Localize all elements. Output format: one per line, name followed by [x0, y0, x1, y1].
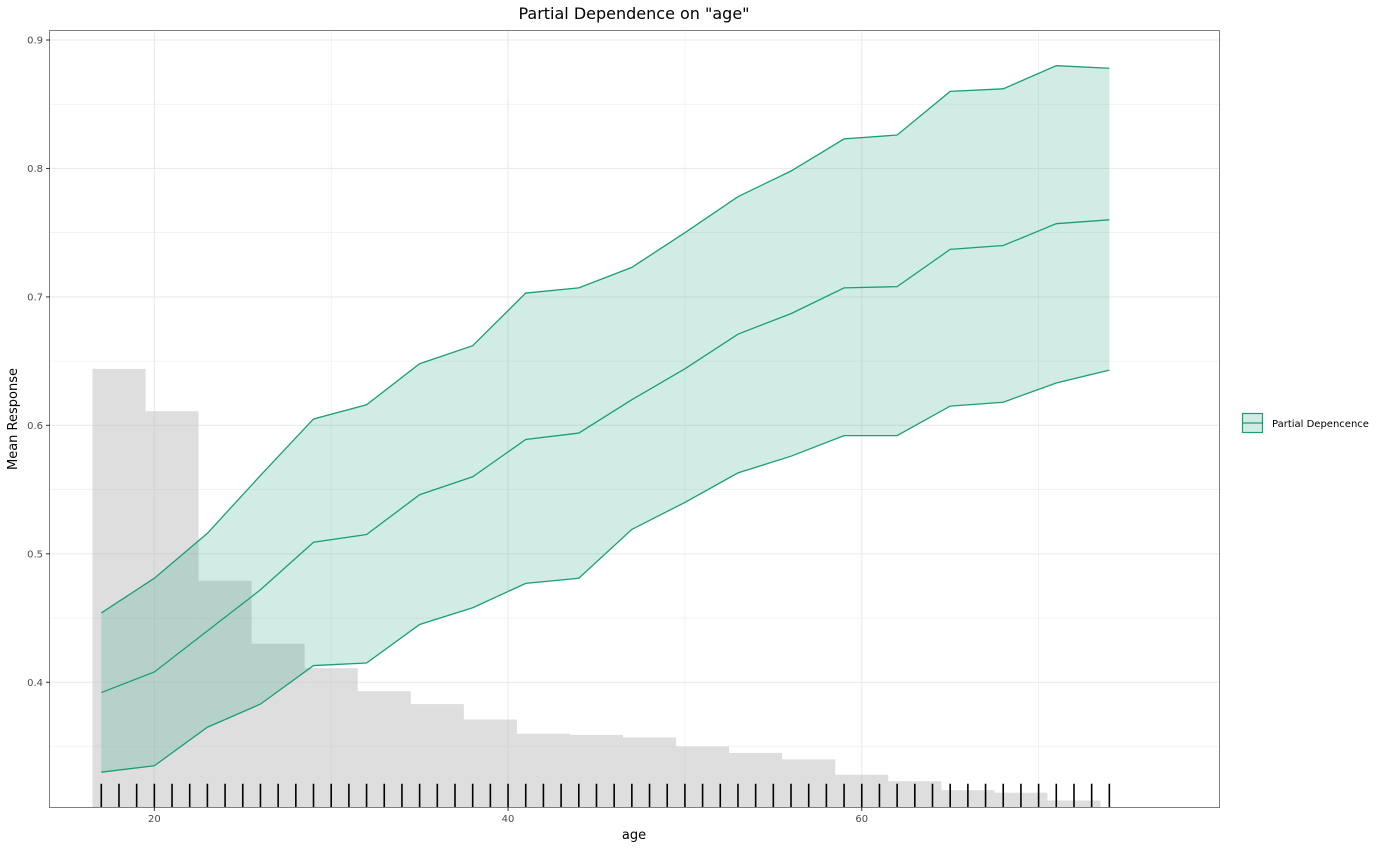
- x-tick-label-1: 40: [502, 814, 515, 825]
- series-lines: [100, 65, 1110, 773]
- upper-bound-line: [100, 65, 1110, 614]
- histogram-bar-2: [198, 580, 252, 807]
- panel-border: [49, 30, 1220, 808]
- y-tick-label-4: 0.8: [27, 164, 43, 175]
- histogram-bar-0: [92, 368, 146, 807]
- y-tick-label-1: 0.5: [27, 549, 43, 560]
- axes: 20 40 60 0.4 0.5 0.6 0.7 0.8 0.9: [27, 35, 868, 825]
- rug-marks: [100, 783, 1111, 807]
- grid-lines: [50, 31, 1219, 807]
- legend: Partial Depencence: [1241, 412, 1369, 434]
- y-tick-label-5: 0.9: [27, 35, 43, 46]
- confidence-band-area: [101, 65, 1110, 773]
- chart-title: Partial Dependence on "age": [518, 4, 749, 23]
- x-tick-label-2: 60: [855, 814, 868, 825]
- histogram-bar-3: [251, 643, 305, 807]
- lower-bound-line: [101, 369, 1110, 773]
- x-tick-label-0: 20: [148, 814, 161, 825]
- y-tick-label-0: 0.4: [27, 678, 43, 689]
- y-axis-title: Mean Response: [6, 368, 21, 470]
- histogram-bar-1: [145, 411, 199, 807]
- legend-label: Partial Depencence: [1272, 419, 1369, 430]
- y-tick-label-3: 0.7: [27, 292, 43, 303]
- mean-response-line: [101, 219, 1110, 694]
- y-tick-label-2: 0.6: [27, 421, 43, 432]
- x-axis-title: age: [622, 828, 646, 843]
- confidence-band: [101, 65, 1110, 773]
